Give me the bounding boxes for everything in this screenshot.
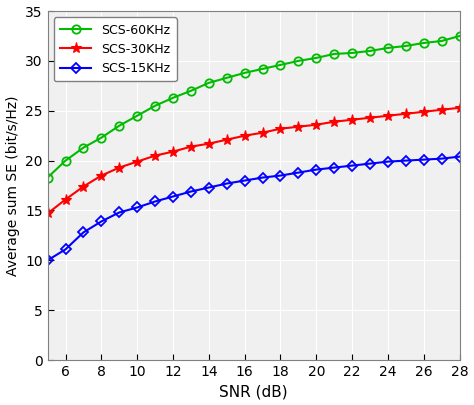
- SCS-15KHz: [170, 194, 176, 199]
- SCS-60KHz: [63, 158, 68, 163]
- SCS-60KHz: [439, 38, 445, 43]
- SCS-15KHz: [152, 199, 158, 204]
- SCS-15KHz: [439, 156, 445, 161]
- SCS-15KHz: [331, 165, 337, 170]
- SCS-30KHz: [403, 111, 409, 116]
- SCS-30KHz: [313, 122, 319, 127]
- Line: SCS-30KHz: SCS-30KHz: [42, 102, 465, 219]
- SCS-30KHz: [439, 107, 445, 112]
- SCS-60KHz: [99, 135, 104, 140]
- SCS-30KHz: [206, 141, 212, 146]
- SCS-30KHz: [367, 115, 373, 120]
- SCS-30KHz: [349, 117, 355, 122]
- SCS-15KHz: [421, 157, 427, 162]
- SCS-60KHz: [242, 70, 247, 75]
- SCS-60KHz: [367, 49, 373, 53]
- SCS-60KHz: [349, 51, 355, 55]
- X-axis label: SNR (dB): SNR (dB): [219, 384, 288, 399]
- SCS-60KHz: [224, 75, 229, 80]
- SCS-15KHz: [99, 219, 104, 224]
- SCS-30KHz: [170, 149, 176, 154]
- SCS-60KHz: [152, 103, 158, 108]
- SCS-60KHz: [117, 123, 122, 128]
- SCS-15KHz: [188, 189, 194, 194]
- SCS-30KHz: [45, 211, 50, 216]
- SCS-15KHz: [313, 167, 319, 172]
- SCS-60KHz: [45, 175, 50, 180]
- SCS-30KHz: [331, 119, 337, 124]
- SCS-15KHz: [296, 170, 301, 175]
- SCS-60KHz: [331, 51, 337, 56]
- SCS-15KHz: [385, 159, 391, 164]
- SCS-30KHz: [457, 105, 463, 110]
- SCS-30KHz: [421, 109, 427, 114]
- SCS-15KHz: [45, 258, 50, 263]
- SCS-30KHz: [242, 133, 247, 138]
- SCS-30KHz: [260, 130, 265, 135]
- SCS-15KHz: [134, 205, 140, 210]
- SCS-60KHz: [278, 62, 283, 67]
- SCS-30KHz: [134, 159, 140, 164]
- SCS-30KHz: [152, 153, 158, 158]
- SCS-15KHz: [117, 210, 122, 215]
- Legend: SCS-60KHz, SCS-30KHz, SCS-15KHz: SCS-60KHz, SCS-30KHz, SCS-15KHz: [54, 17, 177, 81]
- SCS-15KHz: [403, 158, 409, 163]
- SCS-60KHz: [457, 34, 463, 38]
- SCS-15KHz: [349, 163, 355, 168]
- SCS-15KHz: [206, 185, 212, 190]
- SCS-30KHz: [385, 113, 391, 118]
- SCS-30KHz: [278, 126, 283, 131]
- SCS-60KHz: [296, 58, 301, 63]
- SCS-60KHz: [188, 88, 194, 93]
- SCS-15KHz: [224, 181, 229, 186]
- SCS-60KHz: [170, 95, 176, 100]
- SCS-15KHz: [242, 178, 247, 183]
- SCS-60KHz: [403, 43, 409, 48]
- SCS-15KHz: [260, 175, 265, 180]
- SCS-30KHz: [117, 165, 122, 170]
- SCS-15KHz: [278, 173, 283, 178]
- SCS-60KHz: [134, 113, 140, 118]
- SCS-15KHz: [367, 161, 373, 166]
- Y-axis label: Average sum SE (bit/s/Hz): Average sum SE (bit/s/Hz): [6, 95, 19, 276]
- SCS-15KHz: [63, 247, 68, 252]
- SCS-60KHz: [313, 55, 319, 60]
- SCS-30KHz: [296, 124, 301, 129]
- SCS-30KHz: [81, 184, 86, 189]
- SCS-60KHz: [81, 145, 86, 150]
- SCS-60KHz: [206, 81, 212, 85]
- SCS-30KHz: [63, 197, 68, 202]
- SCS-30KHz: [99, 173, 104, 178]
- Line: SCS-15KHz: SCS-15KHz: [44, 153, 463, 264]
- SCS-15KHz: [457, 154, 463, 159]
- SCS-60KHz: [385, 45, 391, 50]
- Line: SCS-60KHz: SCS-60KHz: [44, 32, 464, 182]
- SCS-30KHz: [224, 137, 229, 142]
- SCS-15KHz: [81, 230, 86, 235]
- SCS-60KHz: [260, 66, 265, 71]
- SCS-60KHz: [421, 40, 427, 45]
- SCS-30KHz: [188, 144, 194, 149]
